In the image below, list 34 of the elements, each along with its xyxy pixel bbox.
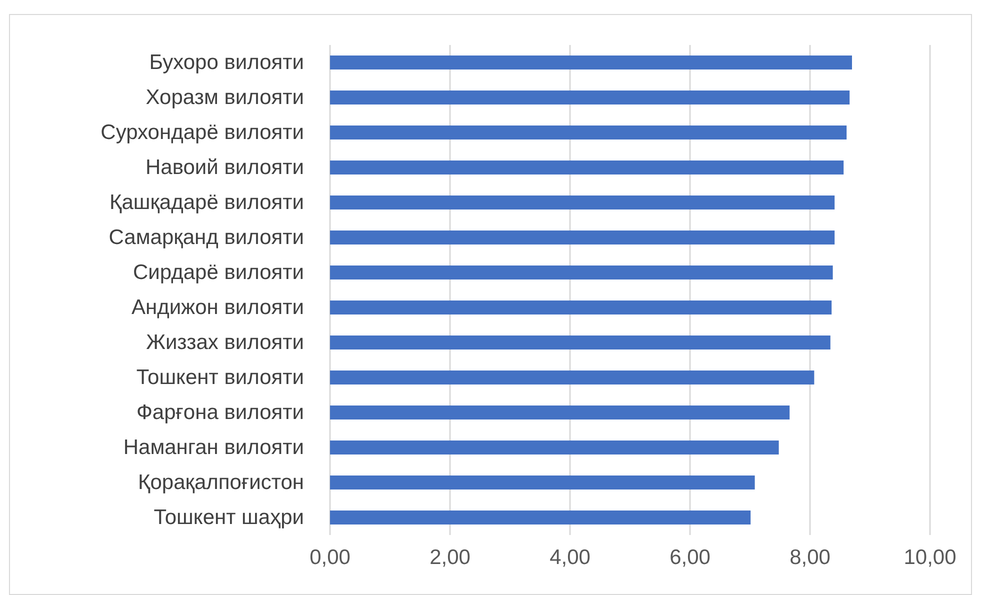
x-tick-label: 4,00: [550, 546, 590, 569]
bar: [330, 370, 814, 384]
y-tick-label: Сирдарё вилояти: [133, 261, 304, 284]
bar: [330, 336, 830, 350]
bar: [330, 476, 755, 490]
bar: [330, 90, 850, 104]
y-tick-label: Қорақалпоғистон: [138, 471, 304, 494]
y-tick-label: Қашқадарё вилояти: [109, 191, 304, 214]
y-tick-label: Фарғона вилояти: [136, 401, 304, 424]
y-tick-label: Тошкент шаҳри: [154, 506, 304, 530]
bar: [330, 406, 790, 420]
y-tick-label: Сурхондарё вилояти: [100, 121, 304, 144]
y-tick-label: Бухоро вилояти: [149, 51, 304, 74]
bar: [330, 196, 835, 210]
bar: [330, 510, 751, 524]
bar: [330, 266, 833, 280]
y-tick-label: Тошкент вилояти: [136, 366, 304, 390]
x-tick-label: 6,00: [670, 546, 710, 569]
x-tick-label: 0,00: [310, 546, 350, 569]
x-tick-label: 8,00: [790, 546, 830, 569]
bar: [330, 126, 847, 140]
bar: [330, 440, 779, 454]
bar: [330, 56, 852, 70]
x-tick-label: 2,00: [430, 546, 470, 569]
y-tick-label: Навоий вилояти: [145, 156, 304, 180]
x-tick-label: 10,00: [904, 546, 956, 569]
y-tick-label: Андижон вилояти: [131, 296, 304, 320]
bar: [330, 160, 844, 174]
y-tick-label: Хоразм вилояти: [146, 86, 304, 110]
y-tick-label: Жиззах вилояти: [146, 331, 304, 354]
y-tick-label: Наманган вилояти: [123, 436, 304, 460]
bar: [330, 230, 835, 244]
y-tick-label: Самарқанд вилояти: [108, 226, 304, 250]
bar: [330, 300, 832, 314]
